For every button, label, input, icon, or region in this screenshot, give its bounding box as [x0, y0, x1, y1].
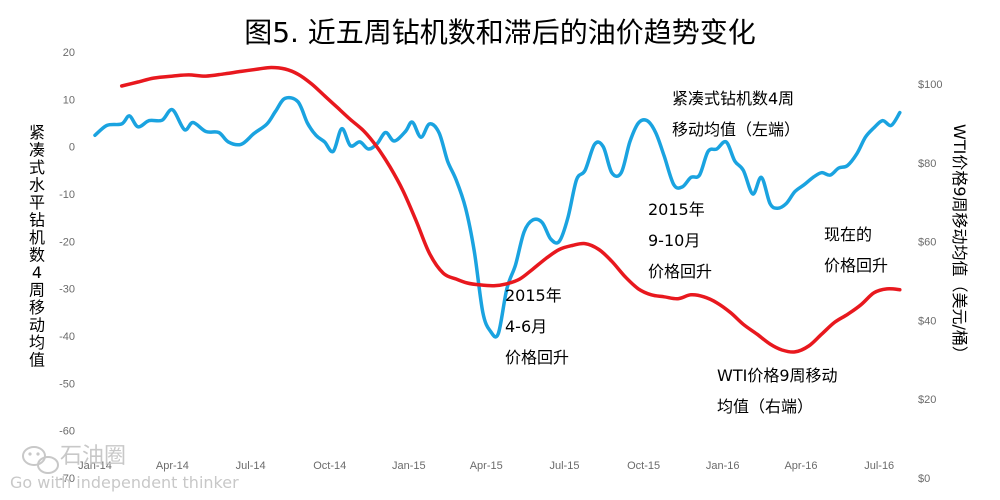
x-tick-label: Jul-16 [864, 460, 894, 472]
left-axis-label-char: 凑 [29, 141, 45, 160]
watermark-slogan: Go with independent thinker [10, 473, 239, 492]
annotation-line: WTI价格9周移动 [717, 366, 838, 385]
left-tick-label: -30 [59, 284, 75, 296]
left-tick-label: -60 [59, 426, 75, 438]
x-tick-label: Oct-15 [627, 460, 660, 472]
annotation-line: 现在的 [824, 225, 872, 244]
annotation-line: 9-10月 [648, 231, 700, 250]
x-tick-label: Jul-15 [550, 460, 580, 472]
left-tick-label: 10 [63, 94, 75, 106]
rig-count-line [93, 95, 902, 339]
left-tick-label: 20 [63, 47, 75, 59]
annotation-line: 紧凑式钻机数4周 [672, 89, 794, 108]
right-axis-ticks: $100 $80 $60 $40 $20 $0 [918, 79, 942, 485]
left-axis-label-char: 移 [29, 298, 45, 317]
chart-title: 图5. 近五周钻机数和滞后的油价趋势变化 [244, 16, 756, 49]
x-tick-label: Apr-16 [784, 460, 817, 472]
x-tick-label: Apr-15 [470, 460, 503, 472]
right-tick-label: $20 [918, 394, 936, 406]
left-tick-label: -20 [59, 236, 75, 248]
annotation-line: 价格回升 [505, 348, 569, 367]
right-axis-label-text: WTI价格9周移动均值（美元/桶） [950, 124, 969, 362]
watermark: 石油圈 Go with independent thinker [10, 444, 239, 492]
annotation-line: 2015年 [648, 200, 705, 219]
left-tick-label: -50 [59, 378, 75, 390]
left-axis-label-char: 4 [32, 263, 42, 282]
wti-price-line [119, 65, 902, 354]
annotation-line: 均值（右端） [717, 397, 813, 416]
annotation-line: 价格回升 [648, 262, 712, 281]
left-axis-label-char: 机 [29, 228, 45, 247]
left-axis-label-char: 式 [29, 158, 45, 177]
left-axis-label-char: 均 [29, 333, 45, 352]
series-layer [93, 65, 902, 354]
annotation-line: 价格回升 [824, 256, 888, 275]
left-axis-label-char: 周 [29, 281, 45, 300]
annotation-line: 2015年 [505, 286, 562, 305]
left-axis-label-char: 水 [29, 176, 45, 195]
right-tick-label: $0 [918, 473, 930, 485]
right-axis-label: WTI价格9周移动均值（美元/桶） [950, 124, 969, 362]
x-tick-label: Jul-14 [236, 460, 266, 472]
x-tick-label: Jan-14 [78, 460, 112, 472]
right-tick-label: $100 [918, 79, 942, 91]
left-axis-label-char: 值 [29, 351, 45, 370]
x-tick-label: Oct-14 [313, 460, 346, 472]
right-tick-label: $80 [918, 158, 936, 170]
wechat-icon [22, 446, 59, 474]
left-tick-label: -40 [59, 331, 75, 343]
left-tick-label: -10 [59, 189, 75, 201]
x-tick-label: Jan-16 [706, 460, 740, 472]
left-tick-label: -70 [59, 473, 75, 485]
right-tick-label: $40 [918, 315, 936, 327]
annotation-line: 移动均值（左端） [672, 120, 800, 139]
watermark-name: 石油圈 [60, 444, 126, 469]
x-tick-label: Jan-15 [392, 460, 426, 472]
left-axis-label-char: 动 [29, 316, 45, 335]
x-axis-ticks: Jan-14 Apr-14 Jul-14 Oct-14 Jan-15 Apr-15 Jul-… [78, 460, 894, 472]
left-axis-label-char: 平 [29, 193, 45, 212]
right-tick-label: $60 [918, 237, 936, 249]
left-axis-ticks: 20 10 0 -10 -20 -30 -40 -50 -60 -70 [59, 47, 75, 485]
annotation-line: 4-6月 [505, 317, 547, 336]
left-tick-label: 0 [69, 142, 75, 154]
x-tick-label: Apr-14 [156, 460, 189, 472]
left-axis-label-char: 钻 [29, 211, 45, 230]
left-axis-label-char: 数 [29, 246, 45, 265]
left-axis-label-char: 紧 [29, 123, 45, 142]
